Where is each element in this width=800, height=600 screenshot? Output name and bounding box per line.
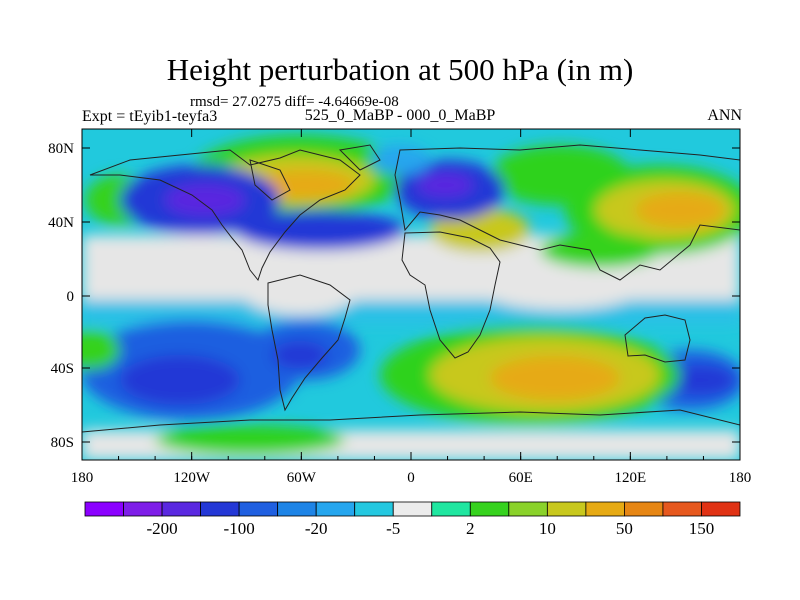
lon-tick-label: 120E (614, 470, 646, 486)
stats-label: rmsd= 27.0275 diff= -4.64669e-08 (190, 94, 399, 110)
colorbar-swatch (354, 501, 394, 517)
colorbar-swatch (123, 501, 163, 517)
lon-tick-label: 120W (173, 470, 211, 486)
colorbar-swatch (238, 501, 279, 517)
lon-tick-label: 60E (509, 470, 533, 486)
colorbar-label: 2 (466, 519, 475, 538)
colorbar-label: 10 (539, 519, 556, 538)
colorbar-label: 50 (616, 519, 633, 538)
continent-outlines (82, 144, 740, 433)
colorbar-swatch (508, 501, 548, 517)
colorbar-swatch (546, 501, 587, 517)
colorbar-label: -20 (305, 519, 328, 538)
lon-tick-label: 0 (407, 470, 415, 486)
colorbar-swatch (624, 501, 664, 517)
colorbar-swatch (84, 501, 124, 517)
latitude-axis: 80N 40N 0 40S 80S (48, 141, 740, 451)
lat-tick-label: 40S (51, 361, 74, 377)
colorbar-swatch (469, 501, 510, 517)
longitude-axis: 180 120W 60W 0 60E 120E 180 (71, 129, 752, 486)
lat-tick-label: 80N (48, 141, 74, 157)
experiment-label: Expt = tEyib1-teyfa3 (82, 108, 218, 125)
colorbar-label: 150 (689, 519, 715, 538)
lat-tick-label: 40N (48, 215, 74, 231)
lon-tick-label: 180 (729, 470, 752, 486)
plot-title: Height perturbation at 500 hPa (in m) (166, 52, 634, 87)
colorbar-swatch (701, 501, 741, 517)
colorbar-swatch (200, 501, 240, 517)
colorbar-swatch (277, 501, 317, 517)
lat-tick-label: 0 (67, 289, 75, 305)
height-field (82, 129, 740, 460)
colorbar: -200 -100 -20 -5 2 10 50 150 (84, 501, 741, 538)
colorbar-swatch (392, 501, 433, 517)
colorbar-swatch (431, 501, 471, 517)
colorbar-label: -5 (386, 519, 400, 538)
colorbar-label: -200 (146, 519, 177, 538)
lon-tick-label: 60W (287, 470, 317, 486)
period-diff-label: 525_0_MaBP - 000_0_MaBP (304, 107, 496, 124)
colorbar-label: -100 (224, 519, 255, 538)
colorbar-swatch (161, 501, 201, 517)
season-label: ANN (707, 107, 742, 124)
colorbar-swatch (315, 501, 356, 517)
lat-tick-label: 80S (51, 435, 74, 451)
colorbar-swatch (585, 501, 625, 517)
colorbar-swatch (662, 501, 702, 517)
lon-tick-label: 180 (71, 470, 94, 486)
